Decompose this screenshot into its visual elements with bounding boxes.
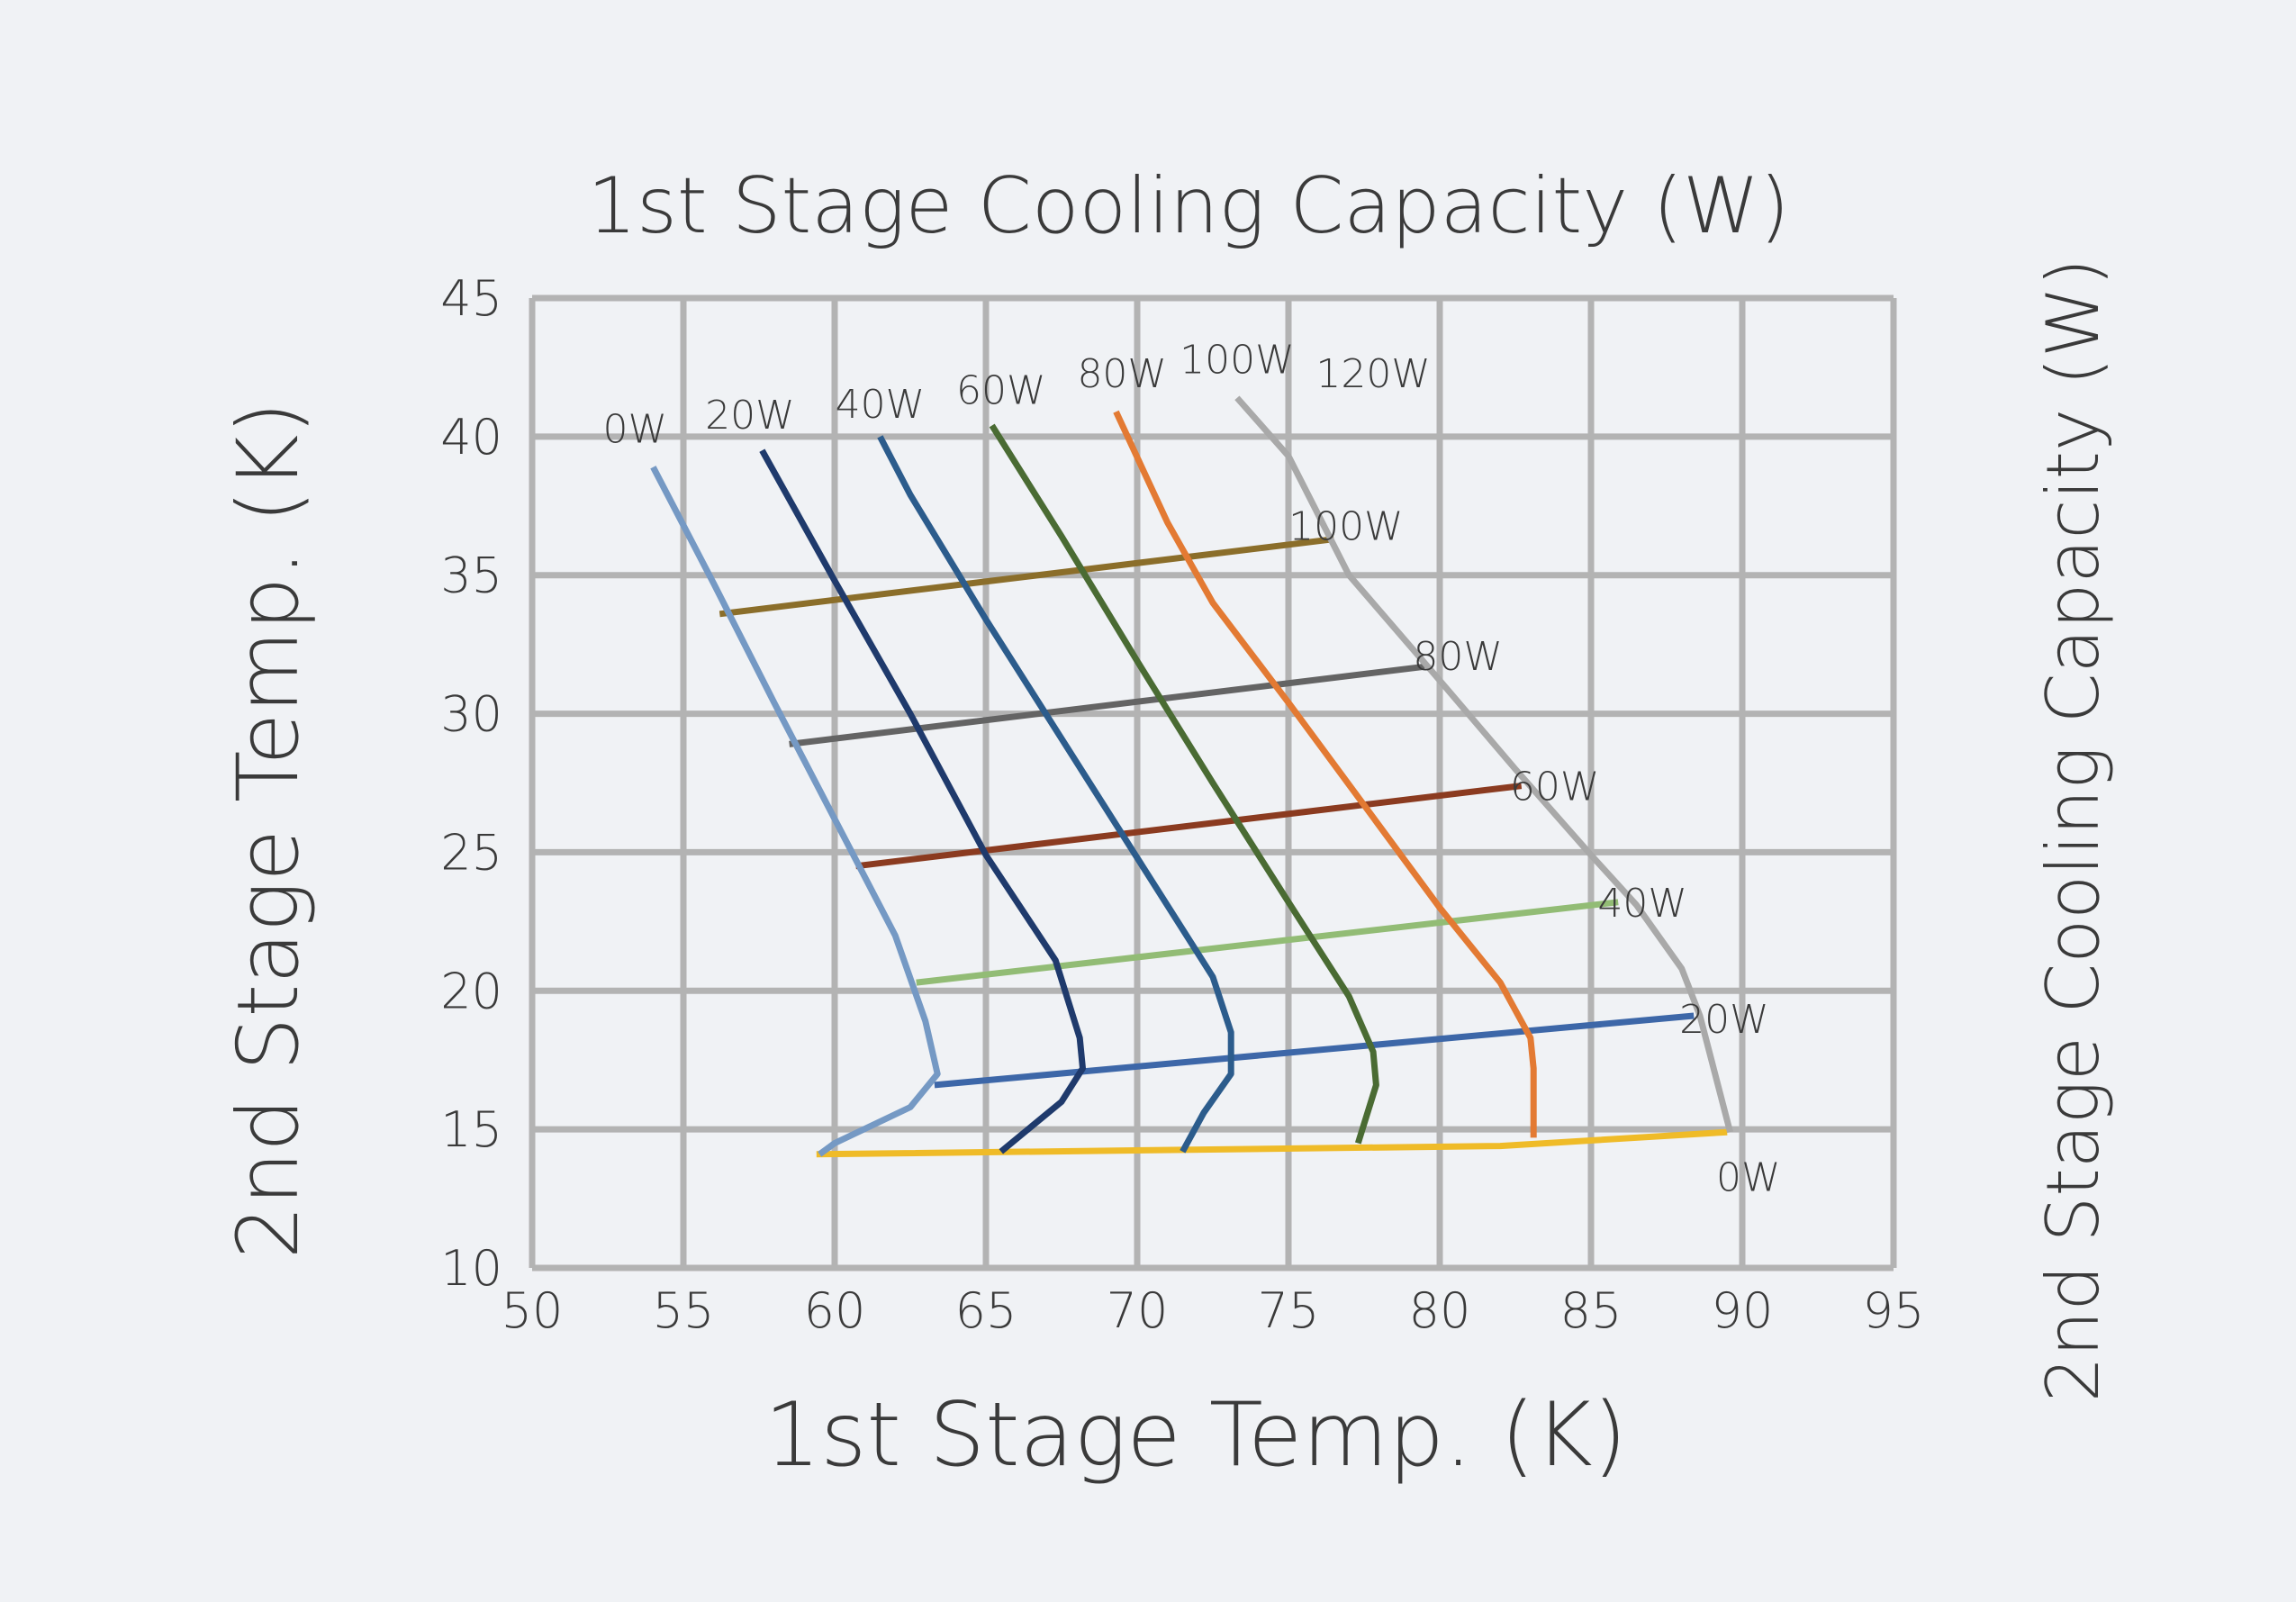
second-stage-label-60w: 60W xyxy=(1510,765,1600,810)
first-stage-line-80w xyxy=(1113,410,1537,1138)
y-tick-label: 15 xyxy=(440,1101,502,1158)
series-lines xyxy=(650,395,1733,1158)
first-stage-label-0w: 0W xyxy=(602,407,667,453)
x-tick-label: 70 xyxy=(1107,1282,1169,1339)
first-stage-label-40w: 40W xyxy=(836,382,926,428)
second-stage-label-80w: 80W xyxy=(1413,634,1503,680)
first-stage-line-100w xyxy=(1234,395,1733,1134)
series-labels: 100W 80W 60W 40W 20W 0W 0W 20W 40W 60W 80W 100W 120W xyxy=(602,338,1780,1201)
chart-title: 1st Stage Cooling Capacity (W) xyxy=(587,161,1789,251)
x-tick-label: 65 xyxy=(955,1282,1017,1339)
first-stage-line-20w xyxy=(759,448,1086,1154)
second-stage-label-0w: 0W xyxy=(1716,1154,1781,1200)
first-stage-line-40w xyxy=(877,435,1234,1154)
second-stage-line-0w xyxy=(816,1128,1728,1158)
second-stage-label-20w: 20W xyxy=(1679,997,1769,1043)
y-tick-label: 45 xyxy=(440,270,502,327)
y-tick-label: 25 xyxy=(440,824,502,881)
second-stage-line-20w xyxy=(934,1012,1695,1089)
y-tick-labels: 10 15 20 25 30 35 40 45 xyxy=(440,270,502,1297)
first-stage-label-100w: 100W xyxy=(1180,338,1295,384)
x-tick-label: 50 xyxy=(502,1282,564,1339)
second-stage-label-40w: 40W xyxy=(1597,881,1687,927)
second-stage-label-100w: 100W xyxy=(1288,503,1404,549)
second-stage-line-60w xyxy=(855,783,1523,870)
x-tick-label: 85 xyxy=(1560,1282,1623,1339)
second-stage-line-80w xyxy=(789,663,1425,747)
x-tick-labels: 50 55 60 65 70 75 80 85 90 95 xyxy=(502,1282,1925,1339)
y-tick-label: 10 xyxy=(440,1240,502,1297)
y-axis-label: 2nd Stage Temp. (K) xyxy=(220,402,318,1259)
y-tick-label: 20 xyxy=(440,963,502,1019)
y-tick-label: 35 xyxy=(440,548,502,604)
first-stage-line-60w xyxy=(989,423,1379,1145)
second-stage-line-100w xyxy=(719,536,1334,618)
first-stage-line-0w xyxy=(650,466,941,1157)
first-stage-label-120w: 120W xyxy=(1315,351,1431,397)
y-tick-label: 30 xyxy=(440,686,502,743)
first-stage-label-80w: 80W xyxy=(1077,351,1167,397)
first-stage-label-20w: 20W xyxy=(705,393,795,439)
x-axis-label: 1st Stage Temp. (K) xyxy=(764,1384,1627,1487)
y2-axis-label: 2nd Stage Cooling Capacity (W) xyxy=(2031,258,2115,1403)
second-stage-line-40w xyxy=(916,899,1619,986)
x-tick-label: 75 xyxy=(1258,1282,1320,1339)
x-tick-label: 95 xyxy=(1863,1282,1925,1339)
x-tick-label: 80 xyxy=(1409,1282,1471,1339)
first-stage-label-60w: 60W xyxy=(956,368,1046,414)
x-tick-label: 55 xyxy=(653,1282,715,1339)
x-tick-label: 90 xyxy=(1712,1282,1774,1339)
y-tick-label: 40 xyxy=(440,409,502,466)
x-tick-label: 60 xyxy=(804,1282,866,1339)
